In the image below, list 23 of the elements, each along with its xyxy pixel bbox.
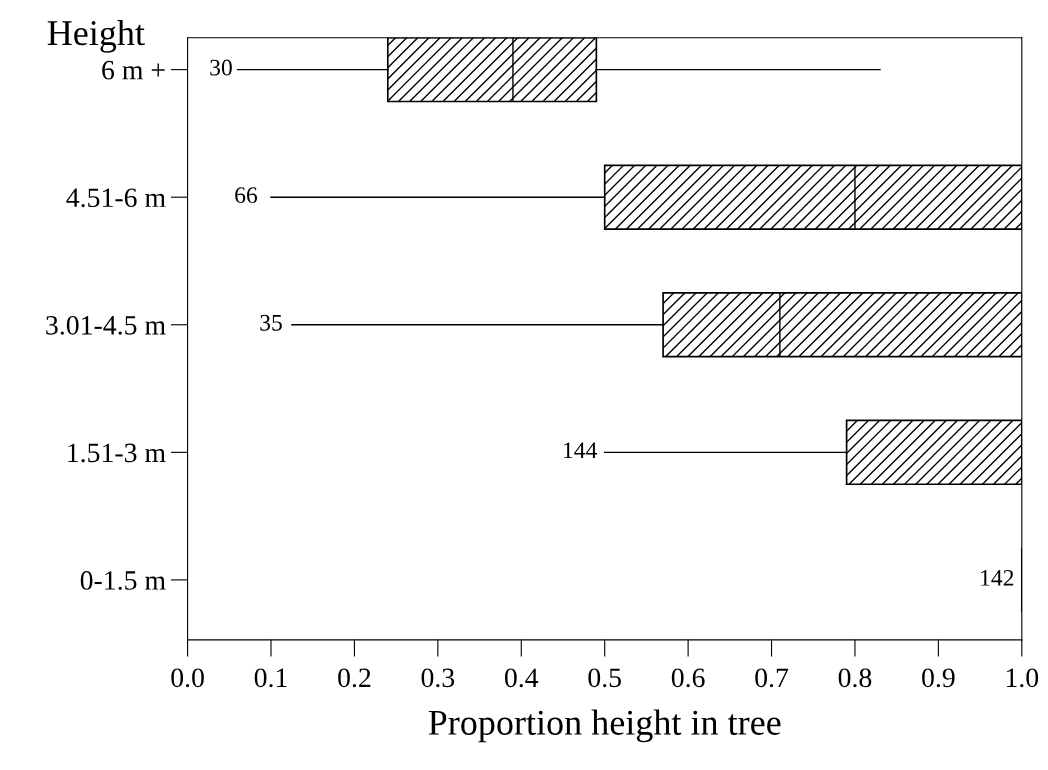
x-tick-label: 0.7 (755, 668, 789, 688)
y-tick-label: 6 m + (102, 60, 165, 80)
x-tick-label: 1.0 (1006, 668, 1039, 688)
y-axis-title: Height (47, 19, 145, 53)
x-tick-label: 0.2 (338, 668, 371, 688)
y-tick-label: 0-1.5 m (80, 571, 166, 590)
y-tick-label: 3.01-4.5 m (46, 315, 166, 335)
x-tick-label: 0.5 (588, 668, 621, 688)
x-tick-label: 0.0 (171, 668, 204, 688)
annotation: 66 (235, 187, 258, 204)
y-tick-label: 4.51-6 m (66, 188, 166, 208)
annotation: 35 (260, 314, 282, 331)
x-tick-label: 0.8 (838, 668, 872, 688)
annotation: 144 (564, 442, 598, 459)
x-tick-label: 0.4 (504, 668, 539, 688)
x-tick-label: 0.1 (254, 668, 287, 688)
annotation: 142 (981, 569, 1014, 586)
x-tick-label: 0.9 (922, 668, 955, 688)
x-tick-label: 0.6 (671, 668, 705, 688)
y-tick-label: 1.51-3 m (68, 443, 166, 463)
x-axis-title: Proportion height in tree (428, 709, 781, 743)
annotation: 30 (210, 59, 232, 76)
x-tick-label: 0.3 (421, 668, 455, 688)
